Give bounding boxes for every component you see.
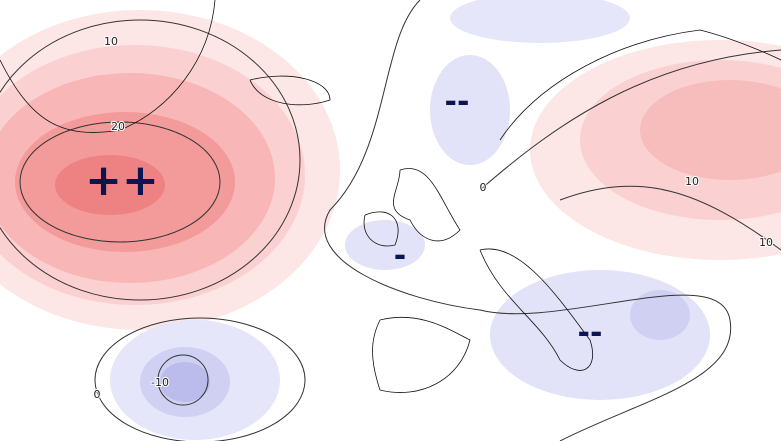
contour-label: 10 — [104, 35, 118, 48]
positive-anomaly-west — [0, 10, 340, 330]
coastlines — [0, 0, 781, 393]
anomaly-sign: - — [394, 239, 406, 274]
anomaly-sign: ++ — [85, 155, 159, 206]
positive-anomaly-east — [530, 40, 781, 260]
anomaly-sign: -- — [445, 85, 470, 120]
negative-anomalies — [110, 0, 710, 440]
contour-label: 10 — [759, 236, 773, 249]
contour-label: 0 — [480, 181, 487, 194]
contour-label: 20 — [111, 120, 125, 133]
contour-label: 10 — [685, 175, 699, 188]
contour-label: -10 — [151, 376, 169, 389]
contour-label: 0 — [94, 388, 101, 401]
anomaly-sign: -- — [578, 316, 603, 351]
